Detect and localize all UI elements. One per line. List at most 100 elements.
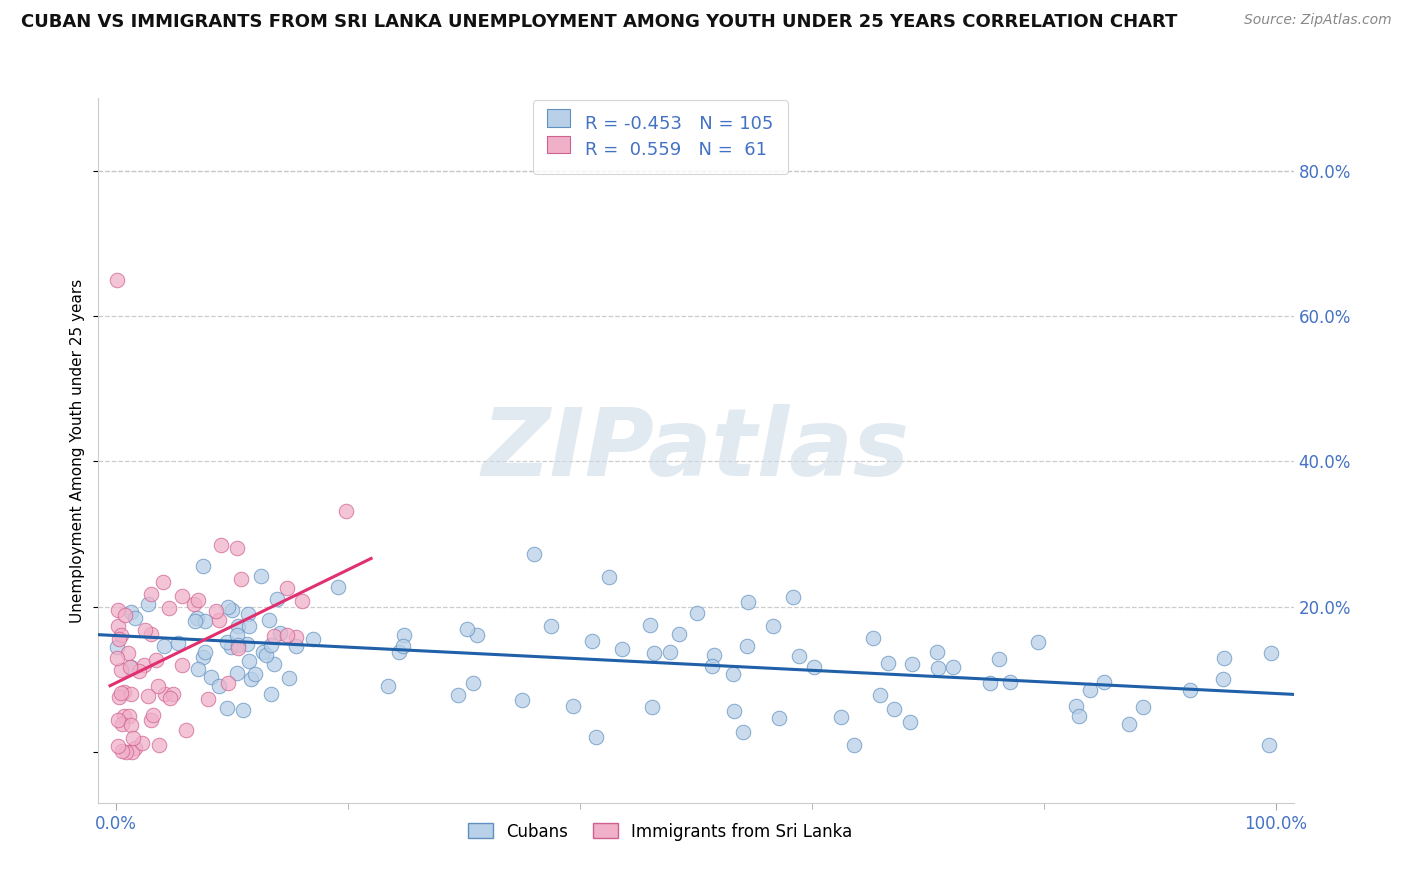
Point xyxy=(120,606,142,620)
Point xyxy=(170,657,193,672)
Point xyxy=(782,590,804,604)
Point xyxy=(107,714,129,728)
Point xyxy=(236,607,259,622)
Point xyxy=(107,619,129,633)
Point xyxy=(120,718,142,732)
Point xyxy=(205,604,228,618)
Point xyxy=(193,558,215,573)
Point xyxy=(238,654,260,668)
Point xyxy=(159,691,181,706)
Point xyxy=(392,640,415,654)
Point xyxy=(1212,673,1234,687)
Point xyxy=(236,637,259,651)
Point xyxy=(869,689,891,703)
Point xyxy=(465,628,488,642)
Point xyxy=(120,687,142,701)
Point xyxy=(107,739,129,754)
Point xyxy=(120,659,142,673)
Point xyxy=(927,645,949,659)
Point xyxy=(217,600,239,615)
Point xyxy=(115,745,138,759)
Point xyxy=(643,646,665,660)
Point xyxy=(110,628,132,642)
Point xyxy=(285,639,308,653)
Point xyxy=(254,648,277,662)
Point xyxy=(148,679,170,693)
Point xyxy=(737,639,759,653)
Point xyxy=(388,645,411,659)
Point xyxy=(226,619,249,633)
Point xyxy=(108,690,131,705)
Point xyxy=(186,611,208,625)
Point xyxy=(228,641,250,656)
Point xyxy=(226,638,249,652)
Point xyxy=(112,709,135,723)
Point xyxy=(136,689,159,703)
Point xyxy=(121,745,143,759)
Point xyxy=(191,649,214,664)
Point xyxy=(200,670,222,684)
Point xyxy=(124,611,146,625)
Point xyxy=(108,632,131,647)
Point xyxy=(183,615,205,629)
Point xyxy=(232,703,254,717)
Point xyxy=(1028,635,1050,649)
Point xyxy=(335,503,357,517)
Point xyxy=(207,613,229,627)
Point xyxy=(898,714,921,729)
Point xyxy=(134,624,156,638)
Point xyxy=(187,593,209,607)
Point xyxy=(540,619,562,633)
Point xyxy=(1213,651,1236,665)
Point xyxy=(114,607,136,622)
Point xyxy=(581,634,603,648)
Point xyxy=(263,657,285,671)
Point xyxy=(221,603,243,617)
Point xyxy=(105,273,128,287)
Point xyxy=(641,699,664,714)
Point xyxy=(194,614,217,628)
Point xyxy=(257,613,280,627)
Point xyxy=(122,731,145,746)
Point xyxy=(209,538,232,552)
Text: CUBAN VS IMMIGRANTS FROM SRI LANKA UNEMPLOYMENT AMONG YOUTH UNDER 25 YEARS CORRE: CUBAN VS IMMIGRANTS FROM SRI LANKA UNEMP… xyxy=(21,13,1177,31)
Point xyxy=(215,635,238,649)
Point xyxy=(250,569,273,583)
Point xyxy=(1132,699,1154,714)
Point xyxy=(830,710,852,724)
Point xyxy=(208,679,231,693)
Point xyxy=(215,701,238,715)
Point xyxy=(659,645,682,659)
Point xyxy=(124,740,146,755)
Point xyxy=(1066,698,1088,713)
Point xyxy=(172,589,194,603)
Point xyxy=(157,601,180,615)
Point xyxy=(276,582,298,596)
Point xyxy=(174,723,197,738)
Point xyxy=(252,645,274,659)
Point xyxy=(245,667,267,681)
Point xyxy=(107,603,129,617)
Point xyxy=(152,574,174,589)
Point xyxy=(259,687,281,701)
Point xyxy=(128,664,150,678)
Point xyxy=(702,658,724,673)
Y-axis label: Unemployment Among Youth under 25 years: Unemployment Among Youth under 25 years xyxy=(70,278,86,623)
Point xyxy=(226,628,249,642)
Point xyxy=(105,640,128,654)
Point xyxy=(187,662,209,676)
Point xyxy=(883,702,905,716)
Point xyxy=(148,738,170,752)
Point xyxy=(278,671,301,685)
Point xyxy=(131,736,153,750)
Point xyxy=(166,636,188,650)
Point xyxy=(139,587,162,601)
Point xyxy=(153,639,176,653)
Point xyxy=(610,642,633,657)
Point xyxy=(225,665,247,680)
Point xyxy=(117,646,139,660)
Point xyxy=(988,652,1011,666)
Point xyxy=(703,648,725,662)
Point xyxy=(284,630,307,644)
Point xyxy=(1260,646,1282,660)
